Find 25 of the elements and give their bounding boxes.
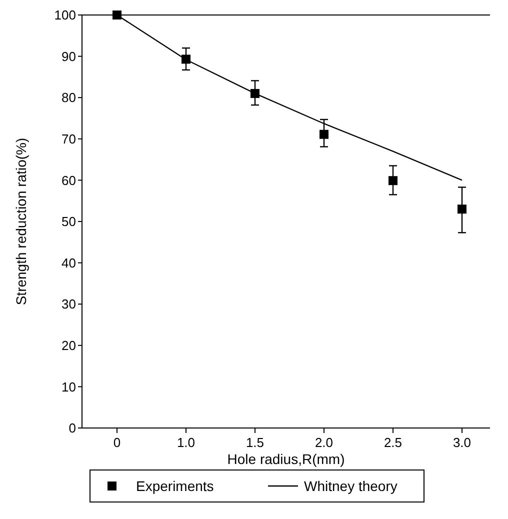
y-axis-title: Strength reduction ratio(%)	[13, 138, 29, 306]
point	[458, 204, 466, 214]
x-axis-title: Hole radius,R(mm)	[227, 451, 345, 467]
y-tick-label: 60	[62, 172, 76, 188]
x-tick-label: 2.0	[314, 435, 334, 450]
point	[320, 130, 328, 139]
point	[388, 176, 398, 186]
x-tick-label: 3.0	[452, 435, 472, 450]
legend-label: Whitney theory	[304, 478, 398, 494]
x-tick-label: 1.0	[176, 435, 196, 450]
y-tick-label: 100	[54, 8, 76, 23]
x-tick-label: 1.5	[246, 435, 264, 450]
y-tick-label: 20	[62, 338, 76, 353]
x-tick-label: 2.5	[384, 435, 402, 450]
y-tick-label: 50	[62, 214, 76, 230]
y-tick-label: 70	[62, 131, 76, 146]
y-tick-label: 40	[62, 255, 76, 270]
y-tick-label: 90	[62, 48, 76, 64]
y-tick-label: 80	[62, 90, 76, 106]
point	[112, 10, 122, 20]
x-tick-label: 0	[113, 435, 121, 450]
y-tick-label: 10	[62, 379, 76, 394]
y-tick-label: 0	[68, 420, 76, 436]
y-tick-label: 30	[62, 296, 76, 312]
legend-label: Experiments	[136, 478, 214, 494]
